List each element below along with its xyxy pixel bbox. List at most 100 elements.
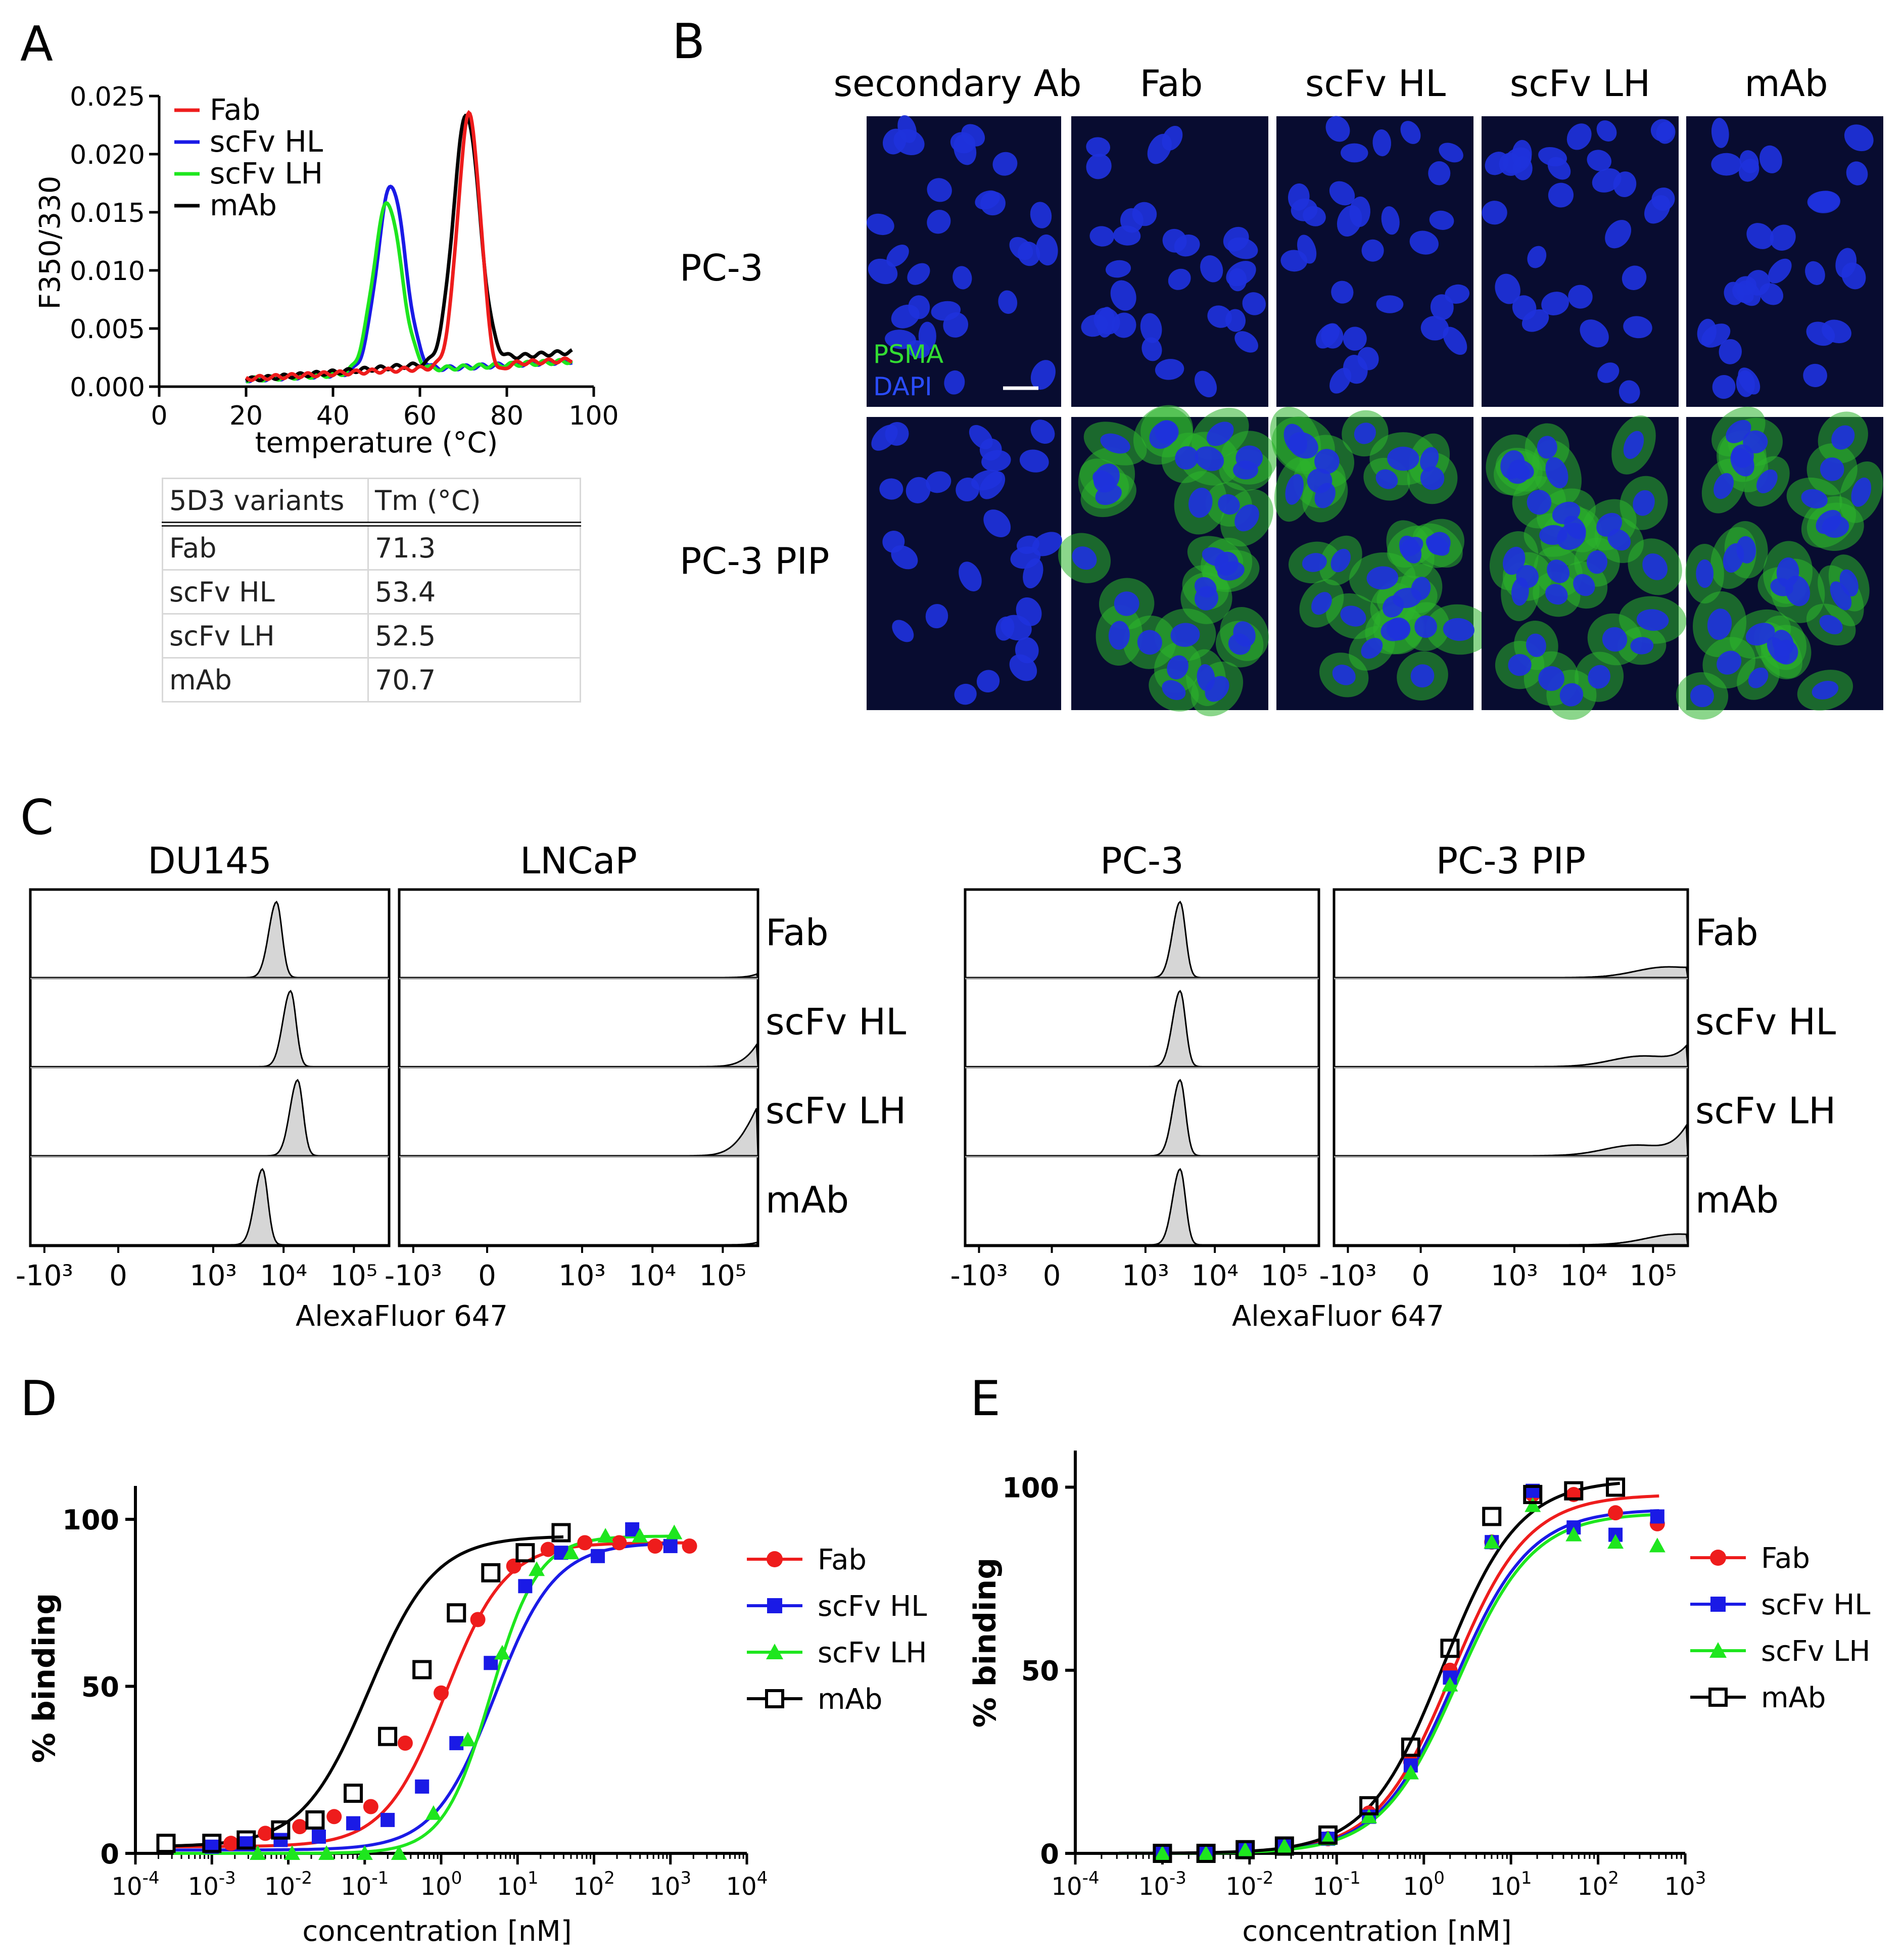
dapi-nucleus <box>1527 246 1547 268</box>
dapi-nucleus <box>1547 559 1570 583</box>
fit-curve-fab <box>173 1541 694 1848</box>
panel-a-legend-label: scFv LH <box>210 156 323 191</box>
dapi-nucleus <box>1194 577 1217 598</box>
x-tick-label: 104 <box>726 1868 768 1901</box>
dapi-nucleus <box>907 263 930 285</box>
data-point-mab <box>202 1834 222 1853</box>
dapi-nucleus <box>1605 220 1632 249</box>
x-tick-label: 10-2 <box>264 1868 312 1901</box>
y-tick-label: 100 <box>62 1504 119 1536</box>
dapi-nucleus <box>1745 623 1775 646</box>
dapi-nucleus <box>1207 305 1232 328</box>
panel-b-column-header: mAb <box>1744 62 1828 105</box>
data-point-fab <box>1608 1505 1624 1521</box>
panel-c-histogram <box>1333 1123 1689 1157</box>
dapi-nucleus <box>1132 202 1157 226</box>
legend-marker <box>1709 1642 1727 1658</box>
dapi-nucleus <box>943 312 969 338</box>
panel-a-line-scfv-lh <box>246 201 574 384</box>
panel-c-row-label: scFv LH <box>766 1090 906 1132</box>
dapi-nucleus <box>1233 621 1256 647</box>
panel-c-x-label-right: AlexaFluor 647 <box>1232 1300 1444 1333</box>
dapi-nucleus <box>1202 547 1229 567</box>
dapi-nucleus <box>1485 152 1509 175</box>
panel-c-row-label: Fab <box>766 911 829 954</box>
dapi-nucleus <box>1736 370 1755 397</box>
data-point-mab <box>1482 1507 1502 1526</box>
data-point-scfv-lh <box>529 1561 545 1576</box>
x-tick-label: 103 <box>1664 1868 1706 1901</box>
legend-marker <box>766 1644 783 1659</box>
dapi-nucleus <box>1009 237 1033 260</box>
x-tick-label: 10-3 <box>188 1868 236 1901</box>
y-tick-label: 0 <box>1040 1838 1059 1870</box>
dapi-nucleus <box>1106 260 1131 278</box>
dapi-nucleus <box>886 245 909 267</box>
panel-label-a: A <box>20 17 53 72</box>
legend-label: scFv HL <box>1761 1589 1870 1621</box>
x-tick-label: 10-4 <box>1052 1868 1100 1901</box>
dapi-nucleus <box>1696 559 1714 588</box>
data-point-fab <box>397 1735 413 1751</box>
tm-table-cell: Fab <box>162 523 369 571</box>
dapi-nucleus <box>1361 239 1384 262</box>
data-point-fab <box>292 1819 308 1835</box>
micrograph-tile <box>1482 116 1679 407</box>
dapi-nucleus <box>1375 469 1398 489</box>
dapi-nucleus <box>1032 532 1062 556</box>
dapi-nucleus <box>1023 558 1043 589</box>
dapi-nucleus <box>1759 283 1784 305</box>
dapi-nucleus <box>1511 577 1529 606</box>
dapi-nucleus <box>1622 265 1647 290</box>
dapi-nucleus <box>1527 490 1552 515</box>
data-point-scfv-lh <box>1607 1534 1624 1549</box>
data-point-fab <box>223 1836 239 1851</box>
dapi-nucleus <box>1205 676 1229 702</box>
panel-a-chart: 0.000 0.005 0.010 0.015 0.020 0.025 0 20 40 60 80… <box>34 82 619 459</box>
y-tick-label: 100 <box>1002 1472 1059 1504</box>
data-point-scfv-lh <box>1565 1526 1582 1542</box>
data-point-mab <box>344 1784 363 1803</box>
data-point-mab <box>481 1563 501 1582</box>
dapi-nucleus <box>1162 228 1187 253</box>
data-point-fab <box>647 1538 663 1554</box>
dapi-nucleus <box>897 115 917 143</box>
dapi-nucleus <box>950 132 976 154</box>
dapi-nucleus <box>1167 655 1188 680</box>
x-tick-label: 10-4 <box>112 1868 160 1901</box>
panel-a-line-fab <box>245 110 573 382</box>
dapi-nucleus <box>1548 182 1574 208</box>
panel-c-x-tick-label: 10³ <box>1122 1259 1169 1292</box>
dapi-nucleus <box>998 290 1018 314</box>
dapi-nucleus <box>1844 124 1874 152</box>
dapi-nucleus <box>1343 326 1367 351</box>
dapi-nucleus <box>1175 446 1199 470</box>
dapi-nucleus <box>1642 553 1668 580</box>
fit-curve-scfv-hl <box>1119 1509 1659 1855</box>
panel-c-x-tick-label: -10³ <box>1319 1259 1376 1292</box>
dapi-nucleus <box>1331 281 1354 304</box>
dapi-nucleus <box>1340 605 1366 627</box>
dapi-nucleus <box>1538 666 1564 691</box>
dapi-nucleus <box>1839 569 1859 597</box>
dapi-nucleus <box>1036 234 1058 266</box>
dapi-nucleus <box>1707 609 1732 640</box>
dapi-nucleus <box>1717 650 1742 675</box>
dapi-nucleus <box>1420 466 1445 490</box>
dapi-nucleus <box>1719 339 1742 364</box>
data-point-mab <box>305 1810 325 1830</box>
dapi-nucleus <box>1650 119 1674 142</box>
dapi-nucleus <box>1739 159 1759 182</box>
dapi-nucleus <box>925 604 948 629</box>
dapi-nucleus <box>1690 684 1714 708</box>
dapi-nucleus <box>1846 161 1868 185</box>
data-point-mab <box>1564 1481 1584 1501</box>
dapi-nucleus <box>1588 665 1610 689</box>
dapi-nucleus <box>1711 118 1729 148</box>
data-point-fab <box>682 1538 697 1554</box>
dapi-nucleus <box>1439 143 1463 163</box>
panel-c-x-tick-label: 10⁵ <box>1630 1259 1677 1292</box>
dapi-nucleus <box>1195 446 1224 471</box>
panel-c-x-tick-label: 10³ <box>1491 1259 1538 1292</box>
panel-c-histogram <box>398 1108 759 1157</box>
